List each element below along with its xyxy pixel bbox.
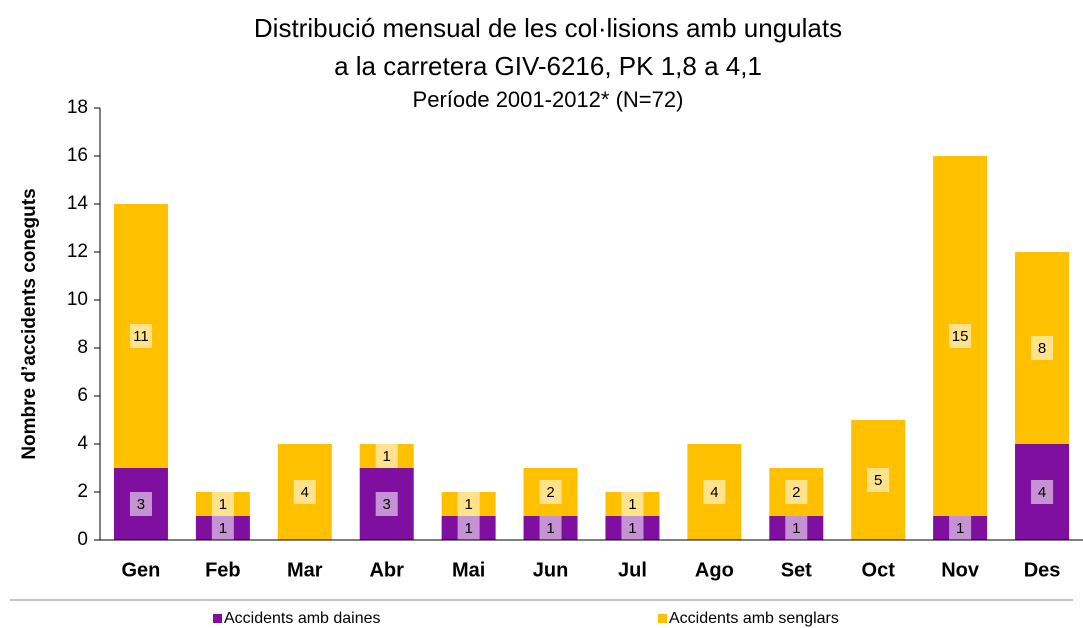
data-label: 1 — [628, 520, 636, 537]
data-label: 1 — [464, 496, 472, 513]
x-tick-label: Feb — [205, 559, 241, 581]
data-label: 1 — [546, 520, 554, 537]
data-label-box — [375, 492, 398, 516]
legend-label: Accidents amb daines — [224, 610, 381, 627]
data-label-box — [375, 444, 398, 468]
y-tick-label: 2 — [77, 481, 88, 502]
y-tick-label: 8 — [77, 337, 88, 358]
data-label-box — [539, 480, 562, 504]
data-label-box — [293, 480, 316, 504]
data-label: 1 — [219, 496, 227, 513]
x-tick-label: Abr — [369, 559, 404, 581]
y-tick-label: 0 — [77, 529, 88, 550]
data-label-box — [785, 480, 808, 504]
data-label-box — [129, 324, 152, 348]
data-label-box — [129, 492, 152, 516]
legend-swatch — [213, 614, 222, 623]
x-tick-label: Ago — [695, 559, 734, 581]
data-label-box — [539, 516, 562, 540]
y-tick-label: 10 — [67, 289, 88, 310]
data-label: 1 — [219, 520, 227, 537]
x-tick-label: Gen — [122, 559, 161, 581]
data-label: 3 — [137, 496, 145, 513]
legend-swatch — [658, 614, 667, 623]
data-label: 15 — [952, 328, 969, 345]
y-tick-label: 6 — [77, 385, 88, 406]
y-tick-label: 12 — [67, 241, 88, 262]
x-tick-label: Jul — [618, 559, 647, 581]
data-label-box — [621, 516, 644, 540]
x-tick-label: Mai — [452, 559, 485, 581]
data-label-box — [703, 480, 726, 504]
x-tick-label: Oct — [862, 559, 896, 581]
data-label-box — [867, 468, 890, 492]
x-tick-label: Mar — [287, 559, 323, 581]
y-tick-label: 14 — [67, 193, 89, 214]
data-label-box — [949, 516, 972, 540]
y-tick-label: 18 — [67, 97, 88, 118]
y-axis-label: Nombre d’accidents coneguts — [19, 188, 40, 459]
data-label-box — [1031, 336, 1054, 360]
data-label: 1 — [956, 520, 964, 537]
data-label-box — [785, 516, 808, 540]
data-label: 2 — [546, 484, 554, 501]
data-label: 5 — [874, 472, 882, 489]
data-label: 3 — [383, 496, 391, 513]
chart-title: a la carretera GIV-6216, PK 1,8 a 4,1 — [334, 51, 762, 81]
data-label: 1 — [792, 520, 800, 537]
x-tick-label: Jun — [533, 559, 569, 581]
data-label: 4 — [710, 484, 718, 501]
data-label: 1 — [464, 520, 472, 537]
data-label-box — [621, 492, 644, 516]
y-tick-label: 16 — [67, 145, 88, 166]
chart-subtitle: Període 2001-2012* (N=72) — [413, 87, 684, 112]
legend-label: Accidents amb senglars — [669, 610, 839, 627]
data-label-box — [211, 516, 234, 540]
data-label: 8 — [1038, 340, 1046, 357]
data-label-box — [457, 492, 480, 516]
data-label-box — [1031, 480, 1054, 504]
data-label: 1 — [383, 448, 391, 465]
y-tick-label: 4 — [77, 433, 88, 454]
data-label: 4 — [1038, 484, 1046, 501]
x-tick-label: Des — [1024, 559, 1061, 581]
data-label-box — [457, 516, 480, 540]
chart-title: Distribució mensual de les col·lisions a… — [254, 13, 842, 43]
data-label-box — [949, 324, 972, 348]
data-label-box — [211, 492, 234, 516]
data-label: 2 — [792, 484, 800, 501]
x-tick-label: Nov — [941, 559, 980, 581]
data-label: 1 — [628, 496, 636, 513]
x-tick-label: Set — [781, 559, 812, 581]
data-label: 11 — [133, 328, 149, 345]
data-label: 4 — [301, 484, 309, 501]
